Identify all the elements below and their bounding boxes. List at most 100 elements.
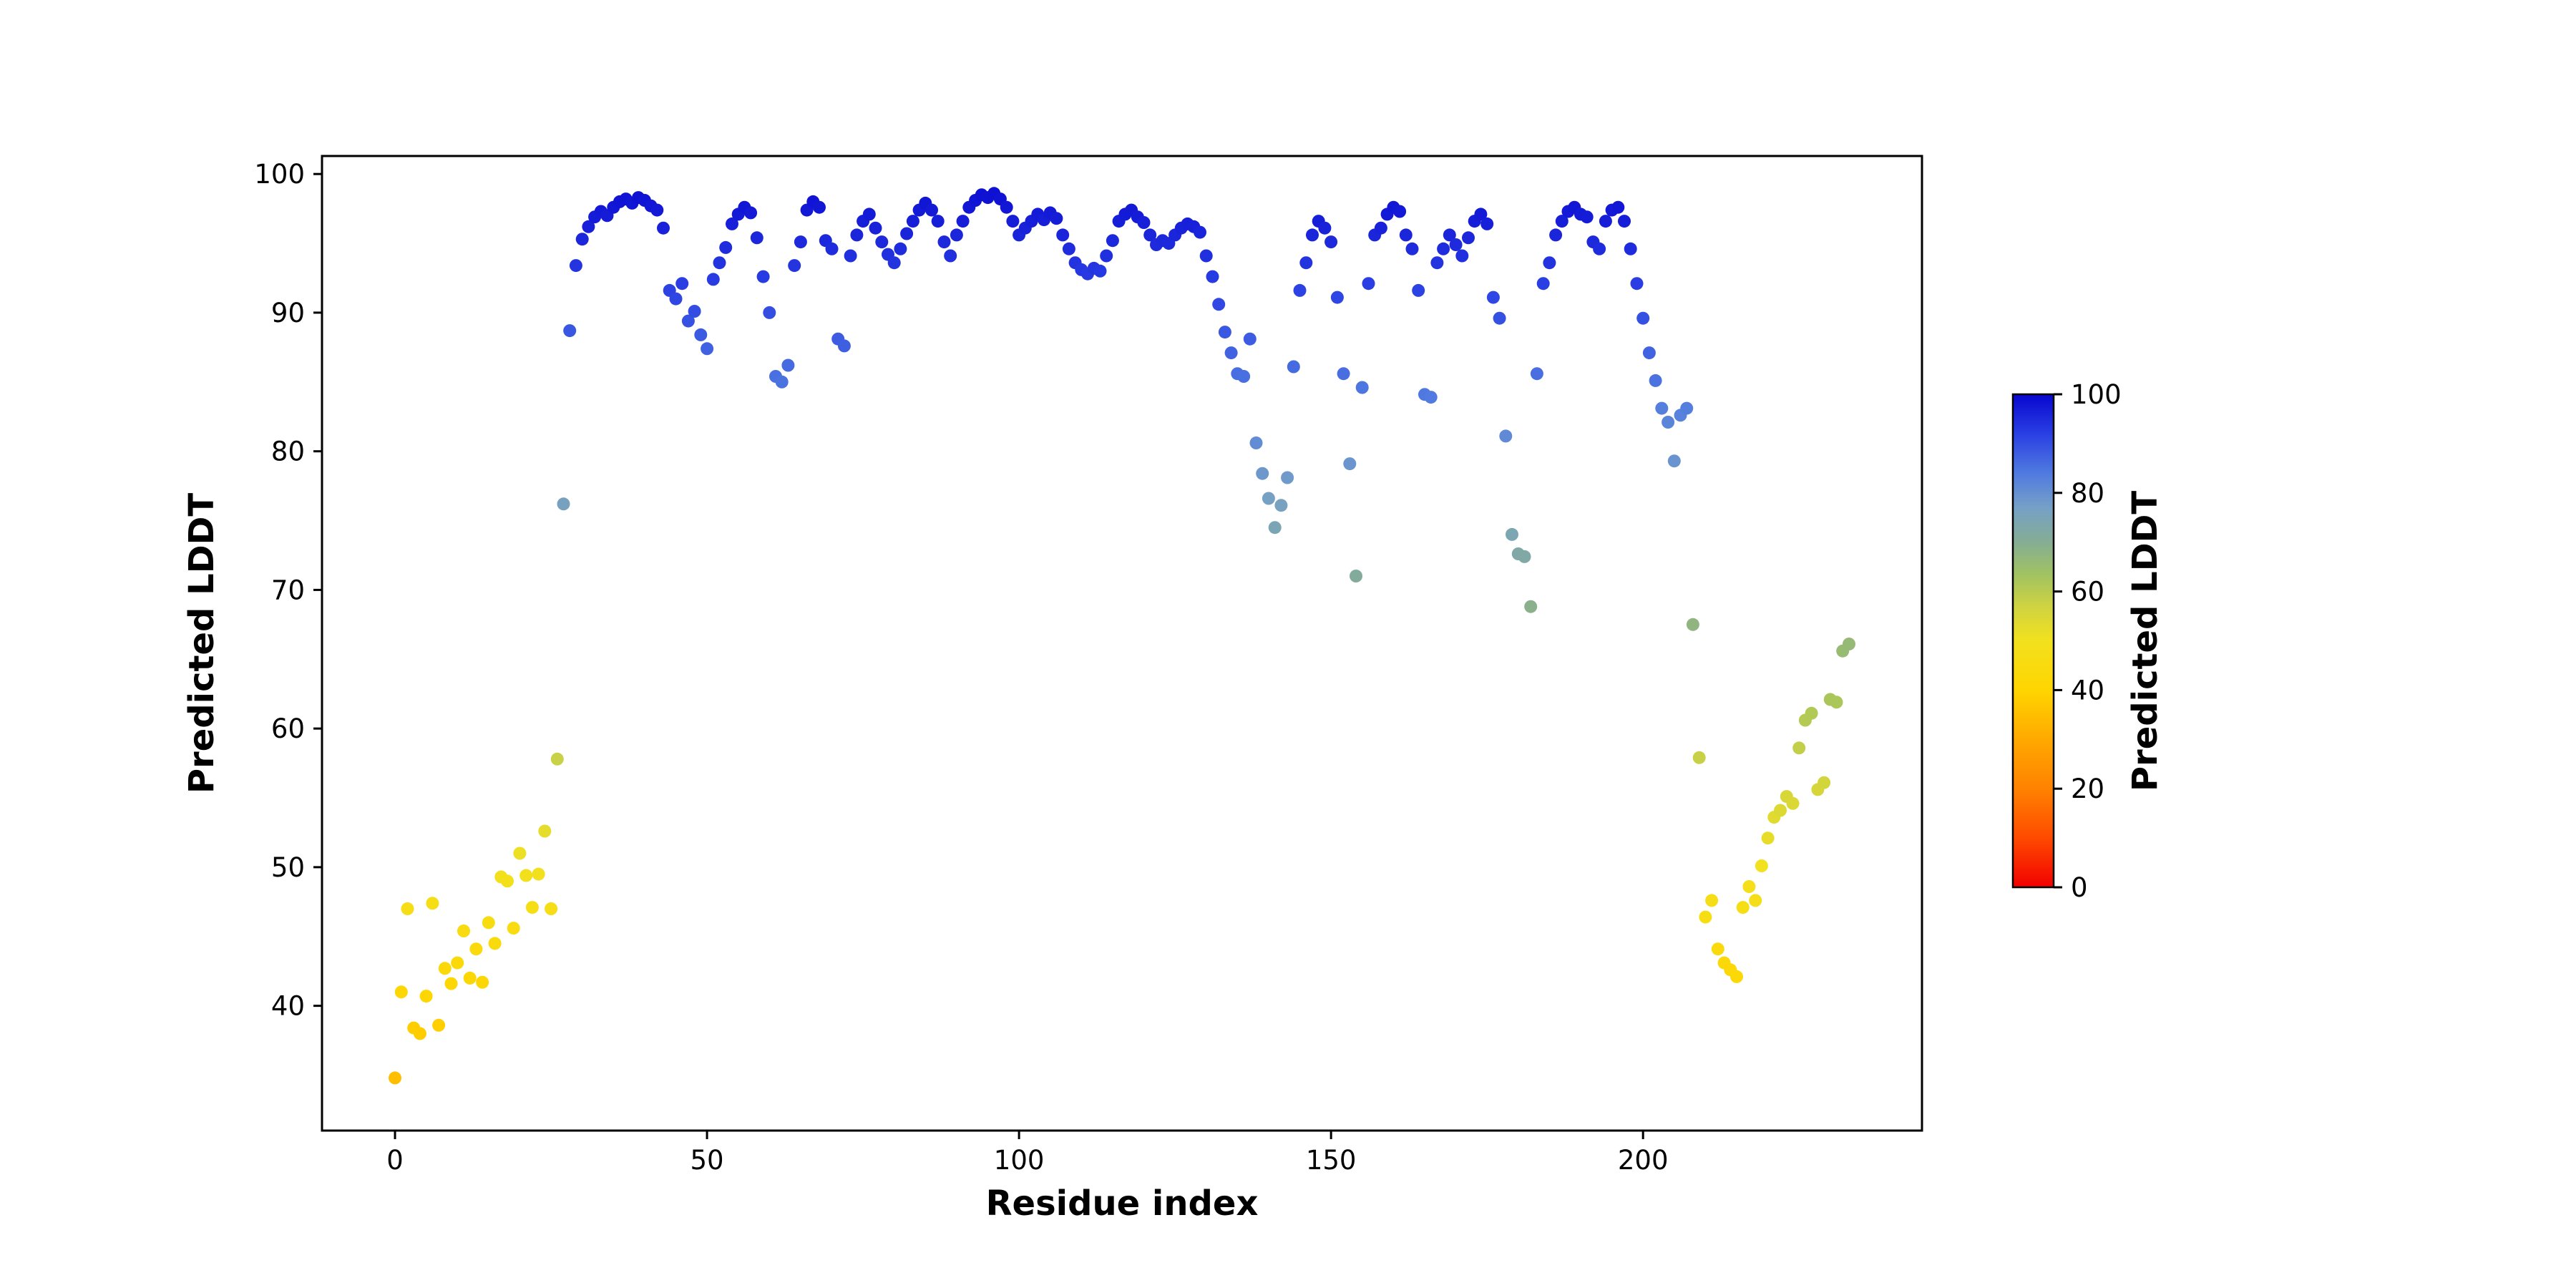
scatter-point — [1374, 221, 1387, 235]
scatter-point — [1362, 277, 1375, 291]
scatter-point — [1100, 249, 1113, 263]
plot-layer: 0 50 100 150 200 40 50 60 70 80 90 100 0 20 40 60 80 100 — [254, 155, 2122, 1176]
scatter-point — [875, 235, 889, 249]
plot-area-border — [321, 155, 1923, 1132]
scatter-point — [701, 342, 714, 356]
y-axis-title: Predicted LDDT — [182, 493, 222, 794]
scatter-point — [438, 962, 452, 975]
scatter-point — [1256, 467, 1269, 480]
scatter-point — [937, 235, 951, 249]
scatter-point — [1686, 618, 1699, 631]
scatter-point — [1243, 332, 1257, 346]
scatter-point — [894, 242, 907, 255]
scatter-point — [501, 874, 514, 888]
scatter-point — [1480, 217, 1494, 230]
scatter-point — [657, 221, 670, 235]
scatter-point — [525, 901, 539, 914]
scatter-point — [726, 217, 738, 230]
scatter-point — [1437, 242, 1450, 255]
scatter-point — [688, 305, 701, 318]
scatter-point — [1805, 706, 1818, 720]
scatter-point — [869, 221, 882, 235]
scatter-point — [1518, 550, 1531, 563]
scatter-point — [1399, 228, 1413, 242]
scatter-point — [1281, 471, 1294, 484]
scatter-point — [1543, 256, 1556, 270]
scatter-point — [1224, 346, 1238, 360]
scatter-point — [1262, 492, 1275, 505]
scatter-point — [719, 240, 733, 254]
scatter-point — [1318, 221, 1332, 235]
scatter-point — [1786, 796, 1800, 810]
scatter-point — [1499, 429, 1513, 443]
scatter-point — [389, 1071, 401, 1085]
scatter-point — [1355, 381, 1369, 394]
scatter-point — [1680, 401, 1694, 415]
colorbar-tick-label: 100 — [2071, 379, 2122, 410]
y-tick-label: 90 — [271, 298, 305, 328]
scatter-point — [1237, 370, 1251, 383]
scatter-point — [1830, 696, 1843, 709]
y-tick-label: 100 — [254, 159, 305, 190]
scatter-point — [1624, 242, 1637, 255]
x-tick-label: 150 — [1306, 1145, 1357, 1176]
scatter-point — [569, 259, 582, 273]
scatter-point — [850, 228, 864, 242]
colorbar-tick-label: 20 — [2071, 774, 2104, 804]
scatter-point — [1449, 238, 1463, 251]
scatter-point — [1405, 242, 1419, 255]
scatter-point — [950, 228, 963, 242]
scatter-point — [906, 215, 919, 228]
scatter-point — [1792, 741, 1806, 755]
x-axis-title: Residue index — [986, 1184, 1259, 1224]
scatter-point — [488, 937, 502, 950]
scatter-point — [1730, 970, 1743, 983]
scatter-point — [545, 902, 558, 915]
scatter-point — [1249, 436, 1263, 449]
scatter-point — [519, 869, 533, 882]
scatter-point — [1755, 859, 1768, 872]
scatter-point — [550, 752, 564, 766]
scatter-point — [675, 277, 689, 291]
scatter-point — [1642, 346, 1656, 360]
scatter-point — [463, 971, 477, 985]
scatter-point — [1530, 367, 1543, 381]
scatter-point — [825, 242, 839, 255]
scatter-point — [1843, 638, 1855, 650]
scatter-point — [1199, 249, 1213, 263]
scatter-point — [476, 975, 489, 989]
scatter-point — [681, 314, 695, 328]
scatter-point — [482, 916, 495, 930]
scatter-point — [1306, 228, 1319, 242]
scatter-point — [1711, 942, 1724, 956]
scatter-point — [444, 977, 458, 990]
scatter-point — [650, 203, 664, 217]
scatter-point — [432, 1018, 446, 1032]
scatter-point — [1056, 228, 1070, 242]
scatter-point — [813, 200, 826, 214]
scatter-point — [1649, 374, 1662, 387]
scatter-point — [513, 847, 527, 860]
scatter-point — [413, 1027, 426, 1040]
scatter-point — [788, 259, 801, 273]
colorbar-title: Predicted LDDT — [2125, 491, 2165, 792]
scatter-point — [1218, 326, 1231, 339]
scatter-point — [844, 249, 857, 263]
scatter-point — [756, 270, 770, 283]
scatter-point — [582, 220, 595, 233]
x-tick-label: 100 — [994, 1145, 1045, 1176]
scatter-point — [900, 227, 914, 240]
scatter-point — [1555, 215, 1568, 228]
scatter-point — [1050, 212, 1063, 225]
scatter-point — [944, 249, 957, 263]
scatter-point — [1194, 225, 1206, 239]
scatter-point — [1593, 242, 1606, 255]
scatter-point — [401, 902, 414, 915]
scatter-point — [750, 231, 763, 245]
scatter-point — [669, 292, 683, 306]
y-tick-label: 70 — [271, 575, 305, 605]
scatter-point — [1206, 270, 1219, 283]
scatter-point — [1636, 311, 1650, 325]
x-tick-label: 200 — [1618, 1145, 1669, 1176]
